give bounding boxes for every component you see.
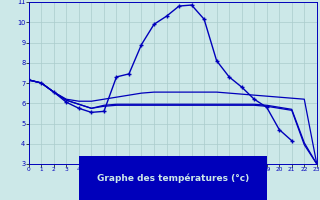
- X-axis label: Graphe des températures (°c): Graphe des températures (°c): [97, 174, 249, 183]
